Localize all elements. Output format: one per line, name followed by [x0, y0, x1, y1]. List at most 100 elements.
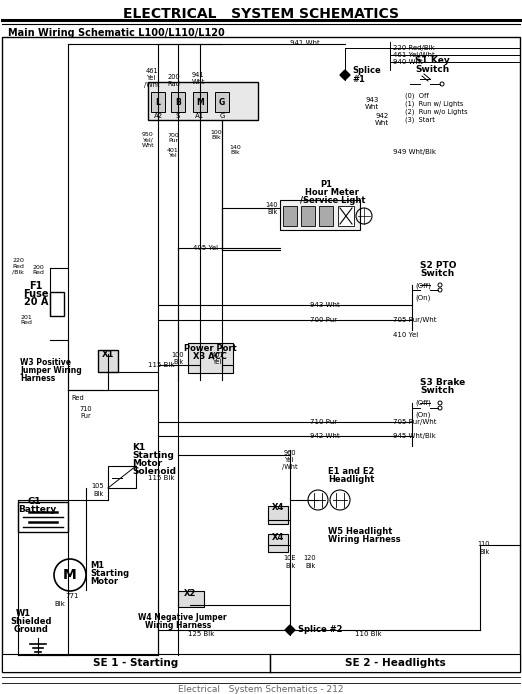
- Text: Solenoid: Solenoid: [132, 468, 176, 477]
- Text: 949 Wht/Blk: 949 Wht/Blk: [393, 149, 436, 155]
- Text: (3)  Start: (3) Start: [405, 117, 435, 124]
- Text: 401
Yel: 401 Yel: [212, 351, 224, 364]
- Text: Electrical   System Schematics - 212: Electrical System Schematics - 212: [178, 684, 344, 693]
- Polygon shape: [340, 70, 350, 80]
- Text: 110
Blk: 110 Blk: [478, 541, 490, 555]
- Bar: [280, 200, 360, 230]
- Text: F1: F1: [29, 281, 43, 291]
- Text: Splice: Splice: [352, 65, 381, 74]
- Text: 461
Yel
/Wht: 461 Yel /Wht: [144, 68, 160, 88]
- Text: 942 Wht: 942 Wht: [310, 433, 340, 439]
- Text: Switch: Switch: [420, 385, 454, 394]
- Text: Splice #2: Splice #2: [298, 625, 342, 634]
- Text: S3 Brake: S3 Brake: [420, 378, 465, 387]
- Text: S1 Key: S1 Key: [415, 56, 450, 65]
- Text: (Off): (Off): [415, 400, 431, 406]
- Text: 942: 942: [375, 113, 388, 119]
- Bar: [50, 292, 64, 316]
- Text: SE 1 - Starting: SE 1 - Starting: [93, 658, 179, 668]
- Text: 20 A: 20 A: [24, 297, 48, 307]
- Text: Wht: Wht: [365, 104, 379, 110]
- Bar: [270, 654, 520, 672]
- Text: 943 Wht: 943 Wht: [310, 302, 340, 308]
- Text: X2: X2: [184, 589, 196, 598]
- Text: Power Port: Power Port: [184, 344, 236, 353]
- Text: E1 and E2: E1 and E2: [328, 468, 374, 477]
- Text: 120
Blk: 120 Blk: [304, 555, 316, 568]
- Bar: [215, 92, 229, 112]
- Text: 220
Red
/Blk: 220 Red /Blk: [12, 257, 24, 274]
- Text: Starting: Starting: [132, 452, 174, 461]
- Text: Jumper Wiring: Jumper Wiring: [20, 366, 82, 375]
- Text: Headlight: Headlight: [328, 475, 374, 484]
- Text: A1: A1: [195, 113, 205, 119]
- Bar: [151, 92, 165, 112]
- Text: 105
Blk: 105 Blk: [92, 484, 104, 496]
- Text: ELECTRICAL   SYSTEM SCHEMATICS: ELECTRICAL SYSTEM SCHEMATICS: [123, 7, 399, 21]
- Text: 115 Blk: 115 Blk: [148, 362, 174, 368]
- Text: G: G: [219, 97, 225, 106]
- Bar: [2, 654, 270, 672]
- Text: Motor: Motor: [90, 577, 118, 586]
- Text: Switch: Switch: [420, 269, 454, 278]
- Text: M: M: [196, 97, 204, 106]
- Text: (1)  Run w/ Lights: (1) Run w/ Lights: [405, 101, 464, 108]
- Text: 705 Pur/Wht: 705 Pur/Wht: [393, 317, 436, 323]
- Bar: [148, 82, 258, 120]
- Text: 100
Blk: 100 Blk: [172, 351, 184, 364]
- Bar: [108, 466, 136, 488]
- Text: 140
Blk: 140 Blk: [229, 144, 241, 155]
- Text: 941
Wht: 941 Wht: [191, 71, 205, 85]
- Polygon shape: [285, 625, 295, 635]
- Text: Fuse: Fuse: [23, 289, 49, 299]
- Text: 220 Red/Blk: 220 Red/Blk: [393, 45, 435, 51]
- Text: 200
Rad: 200 Rad: [168, 74, 181, 87]
- Text: 700 Pur: 700 Pur: [310, 317, 337, 323]
- Text: 940 Wht: 940 Wht: [393, 59, 423, 65]
- Text: (0)  Off: (0) Off: [405, 93, 429, 99]
- Text: Hour Meter: Hour Meter: [305, 187, 359, 196]
- Text: M1: M1: [90, 561, 104, 570]
- Text: #1: #1: [352, 74, 365, 83]
- Text: 960
Yel
/Wht: 960 Yel /Wht: [282, 450, 298, 470]
- Text: 140
Blk: 140 Blk: [266, 201, 278, 214]
- Text: S: S: [176, 113, 180, 119]
- Text: (Off): (Off): [415, 282, 431, 289]
- Text: SE 2 - Headlights: SE 2 - Headlights: [345, 658, 445, 668]
- Bar: [193, 92, 207, 112]
- Text: Motor: Motor: [132, 459, 162, 468]
- Text: 705 Pur/Wht: 705 Pur/Wht: [393, 419, 436, 425]
- Bar: [301, 206, 315, 226]
- Text: (2)  Run w/o Lights: (2) Run w/o Lights: [405, 109, 468, 115]
- Text: Main Wiring Schematic L100/L110/L120: Main Wiring Schematic L100/L110/L120: [8, 28, 225, 38]
- Text: 710 Pur: 710 Pur: [310, 419, 337, 425]
- Text: W1: W1: [16, 609, 31, 618]
- Text: 941 Wht: 941 Wht: [290, 40, 320, 46]
- Text: 950
Yel/
Wht: 950 Yel/ Wht: [141, 132, 155, 149]
- Bar: [188, 343, 233, 373]
- Text: G1: G1: [28, 498, 42, 507]
- Text: (On): (On): [415, 412, 430, 418]
- Text: Ground: Ground: [14, 625, 49, 634]
- Text: W3 Positive: W3 Positive: [20, 357, 71, 366]
- Text: 461 Yel/Wht: 461 Yel/Wht: [393, 52, 435, 58]
- Text: Wiring Harness: Wiring Harness: [145, 622, 211, 631]
- Text: 125 Blk: 125 Blk: [188, 631, 215, 637]
- Text: 943: 943: [365, 97, 378, 103]
- Text: S2 PTO: S2 PTO: [420, 260, 457, 269]
- Text: W5 Headlight: W5 Headlight: [328, 527, 393, 536]
- Text: Wiring Harness: Wiring Harness: [328, 536, 400, 545]
- Text: X4: X4: [272, 534, 284, 543]
- Text: X1: X1: [102, 350, 114, 359]
- Text: Wht: Wht: [375, 120, 389, 126]
- Bar: [283, 206, 297, 226]
- Bar: [178, 591, 204, 607]
- Bar: [268, 506, 288, 524]
- Text: Switch: Switch: [415, 65, 449, 74]
- Text: 201
Red: 201 Red: [20, 314, 32, 325]
- Text: 710
Pur: 710 Pur: [80, 405, 92, 418]
- Text: Harness: Harness: [20, 373, 55, 382]
- Text: W4 Negative Jumper: W4 Negative Jumper: [138, 613, 227, 623]
- Text: 110 Blk: 110 Blk: [355, 631, 382, 637]
- Text: 945 Wht/Blk: 945 Wht/Blk: [393, 433, 436, 439]
